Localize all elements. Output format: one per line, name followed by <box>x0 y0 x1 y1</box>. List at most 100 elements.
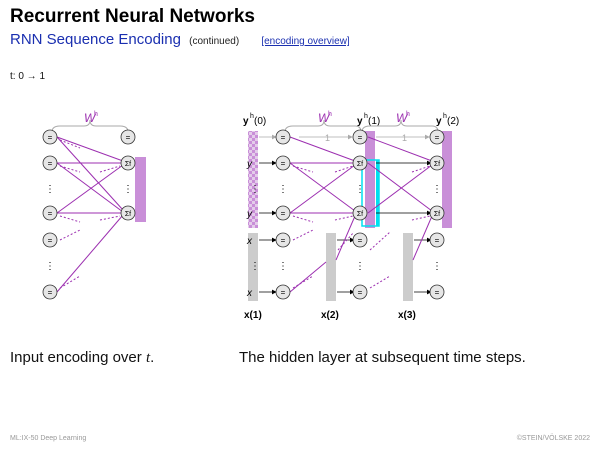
svg-text:=: = <box>48 288 53 297</box>
svg-text:Σf: Σf <box>434 211 440 218</box>
svg-text:h: h <box>250 113 254 120</box>
caption-left: Input encoding over t. <box>10 349 155 366</box>
svg-text:=: = <box>358 288 363 297</box>
svg-text:=: = <box>281 236 286 245</box>
vdots: ⋮ <box>45 261 55 272</box>
input-bar-2 <box>326 233 336 301</box>
input-label-1: x(1) <box>244 310 262 321</box>
recurrence-value: 1 <box>325 133 330 143</box>
svg-text:y: y <box>246 209 253 220</box>
svg-text:=: = <box>281 288 286 297</box>
subtitle-text: RNN Sequence Encoding <box>10 31 181 48</box>
svg-text:h: h <box>328 111 332 118</box>
node-identity: = <box>275 284 291 300</box>
right-nodes: = = ⋮ = = ⋮ = = Σf ⋮ Σf = ⋮ = = Σf ⋮ Σf … <box>275 129 445 300</box>
footer-course: ML:IX-50 Deep Learning <box>10 435 87 442</box>
node-identity: = <box>352 129 368 145</box>
node-sum: Σf <box>120 155 136 171</box>
svg-text:=: = <box>358 236 363 245</box>
subtitle-note: (continued) <box>189 36 240 47</box>
svg-text:=: = <box>435 133 440 142</box>
input-bar-1 <box>248 233 258 301</box>
footer-copyright: ©STEIN/VÖLSKE 2022 <box>516 435 590 442</box>
svg-text:h: h <box>364 113 368 120</box>
hidden-label-1: (1) <box>368 116 380 127</box>
node-sum: Σf <box>429 155 445 171</box>
svg-text:⋮: ⋮ <box>432 184 442 195</box>
vdots: ⋮ <box>123 184 133 195</box>
weight-label-left: W <box>84 111 97 125</box>
node-identity: = <box>429 284 445 300</box>
hidden-label-0: (0) <box>254 116 266 127</box>
node-identity: = <box>275 129 291 145</box>
svg-text:Σf: Σf <box>357 161 363 168</box>
node-identity: = <box>42 205 58 221</box>
node-identity: = <box>42 284 58 300</box>
input-label-3: x(3) <box>398 310 416 321</box>
node-sum: Σf <box>120 205 136 221</box>
svg-text:Σf: Σf <box>125 211 131 218</box>
node-identity: = <box>42 232 58 248</box>
node-identity: = <box>120 129 136 145</box>
hidden-label-2: (2) <box>447 116 459 127</box>
caption-right: The hidden layer at subsequent time step… <box>239 349 526 366</box>
svg-text:⋮: ⋮ <box>432 261 442 272</box>
rnn-diagram: W h = = ⋮ = = <box>42 111 459 321</box>
right-network: y h (0) y h (1) y h (2) W h W h y y x x … <box>243 111 459 321</box>
hidden-state-2-bar <box>442 131 452 228</box>
svg-text:=: = <box>281 209 286 218</box>
left-network: W h = = ⋮ = = <box>42 111 146 300</box>
svg-text:=: = <box>435 236 440 245</box>
input-label-2: x(2) <box>321 310 339 321</box>
svg-text:h: h <box>94 111 98 118</box>
node-sum: Σf <box>352 205 368 221</box>
node-identity: = <box>42 129 58 145</box>
node-identity: = <box>429 232 445 248</box>
node-identity: = <box>275 232 291 248</box>
svg-text:h: h <box>406 111 410 118</box>
node-identity: = <box>352 284 368 300</box>
svg-text:W: W <box>318 111 331 125</box>
svg-text:=: = <box>435 288 440 297</box>
svg-text:Σf: Σf <box>434 161 440 168</box>
svg-text:=: = <box>358 133 363 142</box>
recurrence-value: 1 <box>402 133 407 143</box>
time-step-label: t: 0 → 1 <box>10 71 46 82</box>
hidden-state-0-bar <box>248 131 258 228</box>
svg-text:y: y <box>246 159 253 170</box>
svg-text:⋮: ⋮ <box>278 184 288 195</box>
slide-title: Recurrent Neural Networks <box>10 6 255 27</box>
node-identity: = <box>352 232 368 248</box>
input-bar-3 <box>403 233 413 301</box>
svg-text:y: y <box>436 116 442 127</box>
svg-text:y: y <box>357 116 363 127</box>
node-sum: Σf <box>429 205 445 221</box>
svg-text:⋮: ⋮ <box>355 184 365 195</box>
svg-text:=: = <box>281 159 286 168</box>
node-identity: = <box>42 155 58 171</box>
slide-subtitle: RNN Sequence Encoding (continued) [encod… <box>10 31 350 48</box>
svg-text:⋮: ⋮ <box>250 184 260 195</box>
node-identity: = <box>429 129 445 145</box>
node-sum: Σf <box>352 155 368 171</box>
svg-text:=: = <box>48 236 53 245</box>
hidden-state-1-bar <box>365 131 375 228</box>
left-nodes: = = ⋮ = = ⋮ = = Σf ⋮ Σf <box>42 129 136 300</box>
node-identity: = <box>275 205 291 221</box>
svg-text:=: = <box>48 209 53 218</box>
svg-text:Σf: Σf <box>357 211 363 218</box>
svg-text:=: = <box>48 159 53 168</box>
svg-text:Σf: Σf <box>125 161 131 168</box>
svg-text:x: x <box>246 288 253 299</box>
svg-text:x: x <box>246 236 253 247</box>
node-identity: = <box>275 155 291 171</box>
svg-text:⋮: ⋮ <box>250 261 260 272</box>
encoding-overview-link[interactable]: [encoding overview] <box>261 36 350 47</box>
svg-text:=: = <box>126 133 131 142</box>
vdots: ⋮ <box>45 184 55 195</box>
svg-text:=: = <box>48 133 53 142</box>
hidden-label-y: y <box>243 116 249 127</box>
svg-text:W: W <box>396 111 409 125</box>
hidden-vector-bar <box>135 157 146 222</box>
svg-text:⋮: ⋮ <box>278 261 288 272</box>
